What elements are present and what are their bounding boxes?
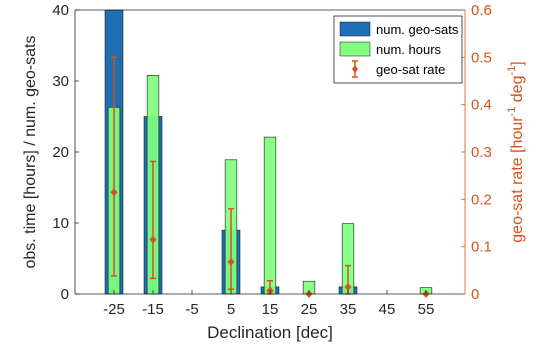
- y-left-tick-label: 40: [52, 2, 69, 19]
- x-tick-label: 35: [340, 301, 357, 318]
- y-right-tick-label: 0: [471, 286, 479, 303]
- y-right-label-prefix: geo-sat rate [hour: [509, 116, 526, 243]
- y-left-tick-label: 20: [52, 144, 69, 161]
- legend: num. geo-sats num. hours geo-sat rate: [333, 15, 463, 84]
- error-bars-layer: [110, 56, 430, 298]
- y-left-tick-label: 30: [52, 73, 69, 90]
- x-tick-label: 25: [301, 301, 318, 318]
- y-right-label-mid: deg: [509, 76, 526, 107]
- x-tick-label: 15: [262, 301, 279, 318]
- y-right-tick-label: 0.1: [471, 239, 492, 256]
- legend-label-geo-sats: num. geo-sats: [376, 22, 459, 37]
- axes-layer: [74, 9, 466, 295]
- bar-num-hours: [263, 136, 277, 295]
- x-tick-label: -5: [185, 301, 198, 318]
- x-tick-label: 5: [227, 301, 235, 318]
- legend-label-rate: geo-sat rate: [376, 62, 445, 77]
- y-right-tick-label: 0.6: [471, 2, 492, 19]
- rate-marker: [110, 188, 118, 197]
- y-right-label-sup1: -1: [506, 107, 518, 117]
- y-right-tick-label: 0.5: [471, 49, 492, 66]
- right-tick-labels: 0 0.1 0.2 0.3 0.4 0.5 0.6: [471, 2, 492, 303]
- y-right-label-suffix: ]: [509, 61, 526, 65]
- left-tick-labels: 0 10 20 30 40: [52, 2, 69, 303]
- rate-marker: [344, 282, 352, 291]
- y-right-tick-label: 0.2: [471, 191, 492, 208]
- y-left-tick-label: 10: [52, 215, 69, 232]
- y-axis-label-left: obs. time [hours] / num. geo-sats: [22, 36, 39, 269]
- legend-swatch-hours: [339, 41, 371, 57]
- rate-marker: [149, 235, 157, 244]
- legend-errbar-marker: [352, 65, 358, 73]
- x-tick-labels: -25 -15 -5 5 15 25 35 45 55: [103, 301, 434, 318]
- y-axis-label-right: geo-sat rate [hour-1 deg-1]: [506, 61, 526, 242]
- x-tick-label: 45: [379, 301, 396, 318]
- y-right-label-sup2: -1: [506, 66, 518, 76]
- x-tick-label: -15: [142, 301, 164, 318]
- y-right-tick-label: 0.3: [471, 144, 492, 161]
- x-tick-label: 55: [418, 301, 435, 318]
- y-right-tick-label: 0.4: [471, 97, 492, 114]
- x-tick-label: -25: [103, 301, 125, 318]
- legend-swatch-geo-sats: [339, 21, 371, 37]
- legend-label-hours: num. hours: [376, 42, 442, 57]
- rate-marker: [227, 257, 235, 266]
- y-left-tick-label: 0: [61, 286, 69, 303]
- x-axis-label: Declination [dec]: [207, 323, 333, 342]
